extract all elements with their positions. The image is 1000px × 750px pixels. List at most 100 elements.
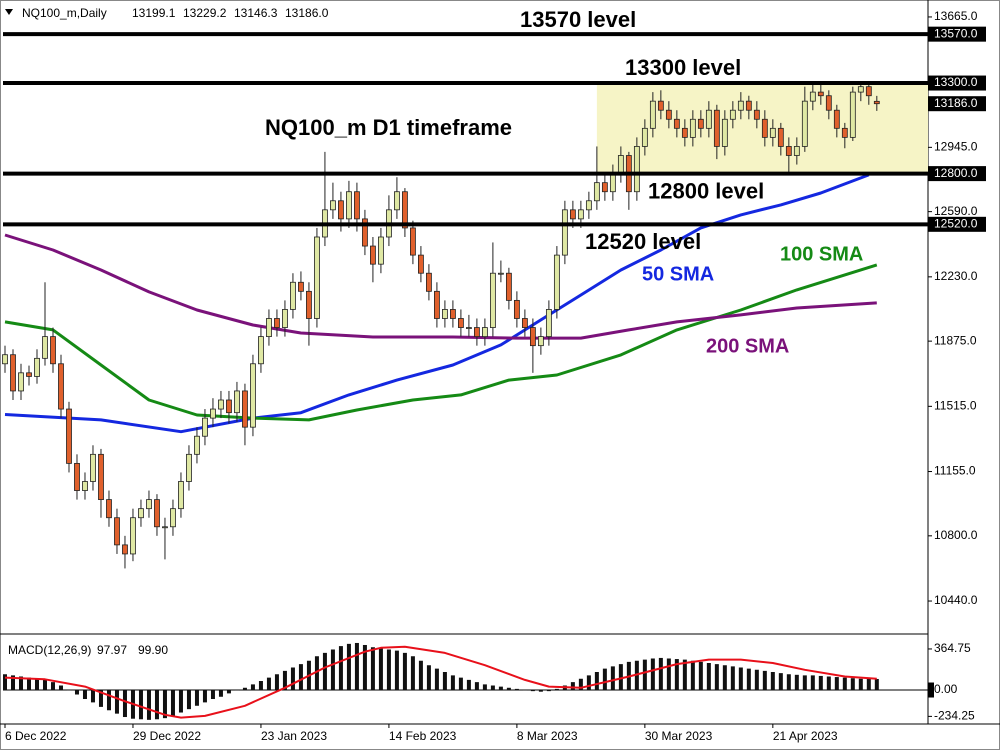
macd-bar [274, 674, 279, 691]
candle-body [18, 372, 24, 392]
macd-bar [410, 656, 415, 691]
macd-bar [706, 662, 711, 691]
macd-bar [82, 690, 87, 700]
candle-body [298, 281, 304, 292]
candle-body [745, 100, 752, 111]
candle-body [729, 109, 736, 120]
sma-label: 50 SMA [642, 263, 714, 285]
candle-body [50, 336, 56, 365]
macd-bar [674, 659, 679, 691]
macd-bar [146, 690, 151, 720]
candle-body [450, 309, 456, 319]
candle-body [210, 408, 216, 419]
candle-body [513, 299, 520, 319]
candle-body [561, 209, 568, 256]
candle-body [250, 363, 256, 428]
macd-bar [354, 642, 359, 691]
macd-bar [722, 665, 727, 691]
macd-bar [490, 685, 495, 691]
macd-bar [34, 678, 39, 691]
macd-bar [738, 667, 743, 691]
macd-bar [786, 674, 791, 691]
y-tick-label: 11515.0 [934, 399, 977, 413]
candle-body [394, 191, 400, 211]
y-tick-label: 12945.0 [934, 140, 978, 154]
macd-value-label: 97.97 [97, 643, 127, 657]
macd-bar [794, 674, 799, 691]
macd-bar [114, 690, 119, 714]
candle-body [26, 372, 32, 377]
candle-body [314, 236, 320, 319]
macd-bar [850, 678, 855, 691]
macd-bar [58, 685, 63, 691]
candle-body [154, 499, 160, 528]
macd-bar [770, 672, 775, 691]
candle-body [162, 526, 168, 529]
macd-bar [802, 675, 807, 691]
candle-body [426, 272, 432, 292]
macd-bar [458, 677, 463, 691]
macd-bar [154, 690, 159, 720]
candle-body [290, 281, 296, 310]
candle-body [330, 200, 336, 211]
candle-body [82, 481, 88, 491]
x-tick-label: 30 Mar 2023 [645, 729, 713, 743]
ohlc-label: 13199.1 [132, 6, 176, 20]
candle-body [258, 336, 264, 365]
candle-body [689, 118, 696, 138]
macd-bar [618, 664, 623, 691]
candle-body [833, 109, 840, 129]
macd-bar [426, 665, 431, 691]
sma-label: 200 SMA [706, 335, 789, 357]
candle-body [633, 146, 640, 193]
macd-bar [26, 677, 31, 691]
macd-bar [170, 690, 175, 716]
macd-bar [586, 675, 591, 691]
candle-body [817, 91, 824, 97]
x-tick-label: 29 Dec 2022 [133, 729, 201, 743]
candle-body [641, 127, 648, 147]
macd-bar [546, 690, 551, 692]
macd-bar [666, 658, 671, 691]
candle-body [194, 435, 200, 455]
y-tick-label: 10440.0 [934, 593, 978, 607]
candle-body [809, 91, 816, 102]
candle-body [673, 118, 680, 129]
macd-bar [450, 675, 455, 691]
candle-body [553, 254, 560, 310]
candle-body [378, 236, 384, 265]
signal-line [4, 645, 877, 719]
macd-bar [418, 660, 423, 691]
candle-body [753, 109, 760, 120]
macd-bar [106, 690, 111, 711]
level-text: 12800 level [648, 178, 764, 203]
macd-bar [138, 690, 143, 720]
candle-body [873, 100, 880, 105]
macd-bar [74, 690, 79, 695]
macd-bar [210, 690, 215, 700]
macd-bar [570, 682, 575, 691]
header-bg [18, 5, 358, 23]
macd-bar [330, 649, 335, 691]
candle-body [657, 100, 664, 111]
candle-body [801, 100, 808, 147]
y-tick-label: 12230.0 [934, 269, 978, 283]
macd-bar [194, 690, 199, 706]
candle-body [569, 209, 576, 220]
level-text: 12520 level [585, 229, 701, 254]
y-tick-label: 10800.0 [934, 528, 978, 542]
candle-body [785, 146, 792, 156]
candle-body [42, 336, 48, 359]
chart-title: NQ100_m D1 timeframe [265, 115, 512, 140]
candle-body [74, 462, 80, 491]
y-tick-label: 12590.0 [934, 204, 978, 218]
macd-bar [258, 681, 263, 691]
y-tick-label: 11875.0 [934, 333, 977, 347]
candle-body [458, 318, 464, 328]
macd-bar [202, 690, 207, 703]
candle-body [857, 86, 864, 93]
macd-bar [322, 652, 327, 691]
candle-body [202, 417, 208, 437]
macd-bar [18, 676, 23, 691]
